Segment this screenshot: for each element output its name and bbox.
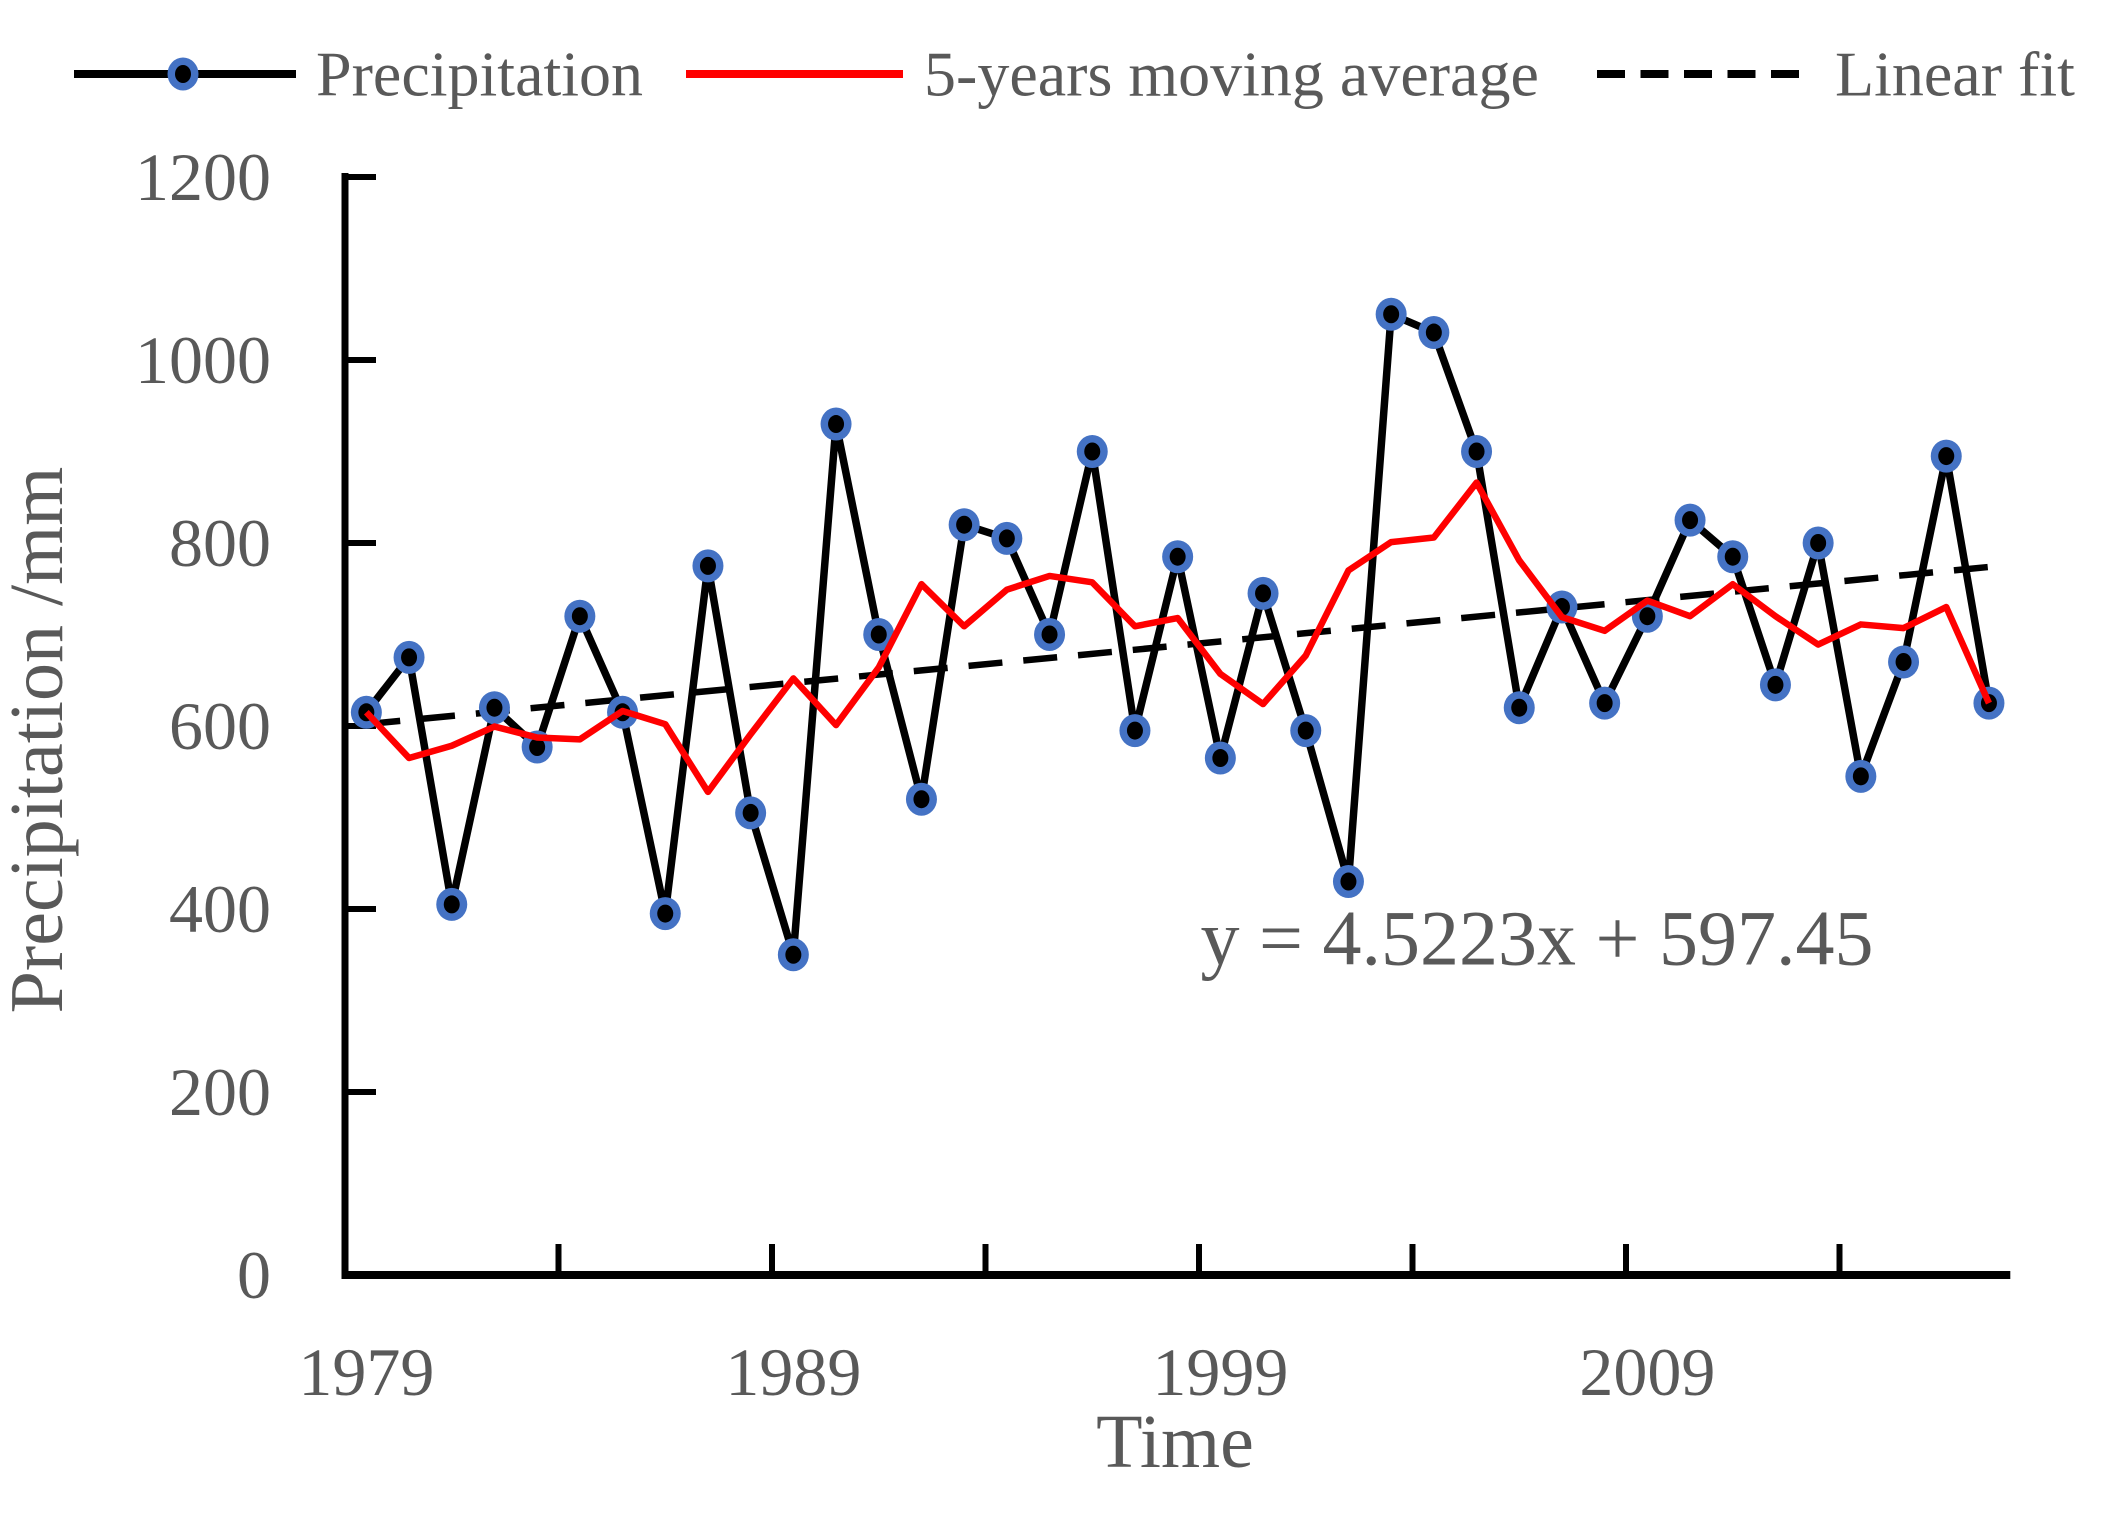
data-point [1297, 721, 1314, 740]
precipitation-legend-marker-dot [175, 65, 191, 83]
data-point [1041, 625, 1058, 644]
data-point [699, 556, 716, 575]
data-point [1596, 694, 1613, 713]
y-axis-title: Precipitation /mm [0, 467, 79, 1014]
y-tick-label: 1000 [135, 322, 271, 398]
data-point [571, 607, 588, 626]
data-point [785, 945, 802, 964]
data-point [742, 803, 759, 822]
moving-average-line [363, 479, 1992, 796]
precipitation-line [363, 310, 1993, 959]
x-tick-label: 1989 [725, 1334, 861, 1410]
data-point [529, 738, 546, 757]
y-tick-label: 0 [237, 1237, 271, 1313]
data-point [1767, 675, 1784, 694]
y-tick-label: 800 [169, 505, 271, 581]
data-point [1126, 721, 1143, 740]
legend-item-moving-average: 5-years moving average [686, 39, 1539, 110]
data-point [870, 625, 887, 644]
data-point [401, 648, 418, 667]
y-tick-label: 1200 [135, 139, 271, 215]
x-tick-label: 2009 [1579, 1334, 1715, 1410]
data-point [1468, 442, 1485, 461]
data-point [443, 895, 460, 914]
data-point [1255, 584, 1272, 603]
trendline-equation: y = 4.5223x + 597.45 [1201, 895, 1874, 982]
data-point [1639, 607, 1656, 626]
data-point [1169, 547, 1186, 566]
data-point [913, 790, 930, 809]
data-point [1724, 547, 1741, 566]
data-point [828, 415, 845, 434]
x-tick-label: 1999 [1152, 1334, 1288, 1410]
data-point [1682, 511, 1699, 530]
legend-label-moving-average: 5-years moving average [924, 39, 1539, 110]
data-point [1810, 534, 1827, 552]
data-point [1895, 652, 1912, 671]
data-point [1383, 305, 1400, 324]
data-point [998, 529, 1015, 548]
x-axis-title: Time [1096, 1400, 1254, 1484]
data-point [1340, 872, 1357, 891]
data-point [1511, 698, 1528, 717]
data-point [1425, 323, 1442, 342]
data-point [1084, 442, 1101, 461]
data-point [956, 515, 973, 534]
data-point [1212, 749, 1229, 768]
data-point [657, 904, 674, 923]
legend-label-linear-fit: Linear fit [1835, 39, 2075, 110]
data-point [1938, 447, 1955, 466]
legend: Precipitation 5-years moving average Lin… [74, 39, 2075, 110]
data-point [1852, 767, 1869, 786]
legend-item-linear-fit: Linear fit [1597, 39, 2075, 110]
legend-item-precipitation: Precipitation [74, 39, 643, 110]
y-tick-label: 600 [169, 688, 271, 764]
y-tick-label: 400 [169, 871, 271, 947]
data-point [486, 698, 503, 717]
plot-area: 0 200 400 600 800 1000 1200 1979 1989 1999 2009 [135, 139, 2011, 1410]
legend-label-precipitation: Precipitation [316, 39, 643, 110]
x-tick-label: 1979 [298, 1334, 434, 1410]
y-tick-label: 200 [169, 1054, 271, 1130]
